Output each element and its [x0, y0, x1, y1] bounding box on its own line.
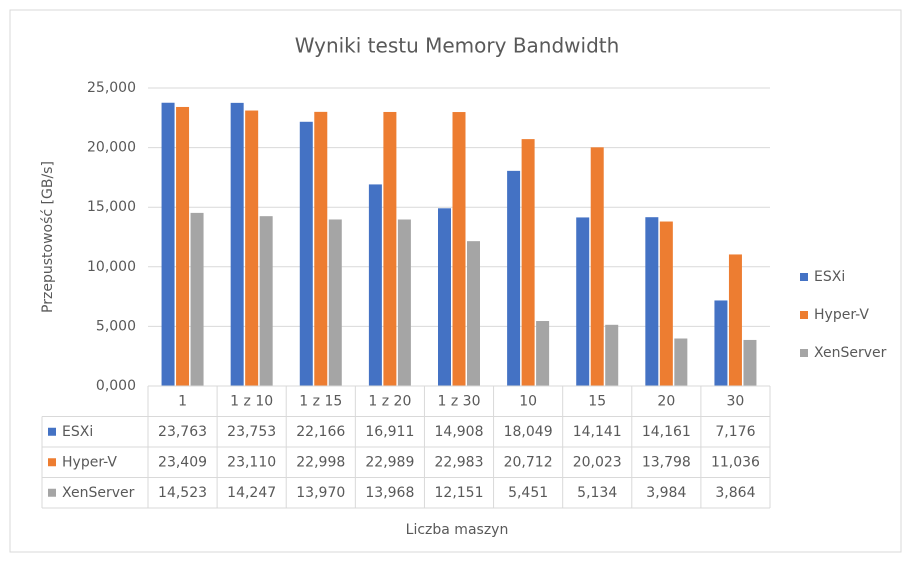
- table-cell: 12,151: [435, 485, 484, 501]
- table-cell: 18,049: [504, 424, 553, 440]
- x-tick-label: 1: [178, 393, 187, 409]
- table-cell: 14,908: [435, 424, 484, 440]
- table-cell: 5,134: [577, 485, 617, 501]
- table-cell: 22,998: [296, 454, 345, 470]
- bar: [299, 121, 313, 386]
- bar: [536, 321, 550, 386]
- table-legend-key: [48, 458, 56, 467]
- table-row-label: XenServer: [62, 485, 135, 501]
- y-tick-label: 25,000: [87, 80, 136, 96]
- legend-label: ESXi: [814, 269, 845, 285]
- table-cell: 22,166: [296, 424, 345, 440]
- x-tick-label: 1 z 10: [230, 393, 273, 409]
- bar: [161, 102, 175, 386]
- x-tick-label: 30: [727, 393, 745, 409]
- bar: [176, 106, 190, 386]
- x-tick-label: 10: [519, 393, 537, 409]
- bar: [467, 241, 480, 386]
- bar: [521, 139, 535, 386]
- y-tick-label: 15,000: [87, 199, 136, 215]
- table-cell: 13,970: [296, 485, 345, 501]
- bar: [605, 324, 619, 386]
- x-axis-label: Liczba maszyn: [406, 522, 509, 538]
- x-tick-label: 15: [588, 393, 606, 409]
- table-cell: 22,983: [435, 454, 484, 470]
- legend-key: [800, 349, 808, 357]
- x-tick-label: 1 z 20: [368, 393, 411, 409]
- x-tick-label: 20: [657, 393, 675, 409]
- bar: [743, 339, 757, 386]
- table-cell: 13,798: [642, 454, 691, 470]
- x-tick-label: 1 z 30: [438, 393, 481, 409]
- table-cell: 23,110: [227, 454, 276, 470]
- bar: [728, 254, 742, 386]
- bar: [674, 338, 688, 386]
- chart-title: Wyniki testu Memory Bandwidth: [295, 34, 620, 58]
- bar: [314, 111, 328, 387]
- table-cell: 23,753: [227, 424, 276, 440]
- table-cell: 20,023: [573, 454, 622, 470]
- bar: [452, 112, 466, 387]
- table-cell: 11,036: [711, 454, 760, 470]
- table-cell: 3,864: [715, 485, 755, 501]
- table-legend-key: [48, 427, 56, 436]
- bar: [259, 216, 273, 386]
- bar: [438, 208, 451, 386]
- legend-label: Hyper-V: [814, 307, 869, 323]
- bar: [507, 170, 521, 386]
- bar: [245, 110, 259, 386]
- legend-label: XenServer: [814, 345, 887, 361]
- table-cell: 7,176: [715, 424, 755, 440]
- bar: [368, 184, 382, 386]
- y-tick-label: 10,000: [87, 259, 136, 275]
- x-tick-label: 1 z 15: [299, 393, 342, 409]
- table-cell: 14,161: [642, 424, 691, 440]
- table-cell: 23,763: [158, 424, 207, 440]
- bar: [328, 219, 342, 386]
- bar: [397, 219, 411, 386]
- table-cell: 22,989: [365, 454, 414, 470]
- bar: [645, 217, 659, 386]
- y-tick-label: 20,000: [87, 140, 136, 156]
- bar: [383, 111, 397, 386]
- y-axis-label: Przepustowość [GB/s]: [40, 161, 56, 313]
- y-tick-label: 0,000: [96, 378, 136, 394]
- table-cell: 3,984: [646, 485, 686, 501]
- table-row-label: ESXi: [62, 424, 93, 440]
- table-row-label: Hyper-V: [62, 454, 117, 470]
- table-cell: 14,141: [573, 424, 622, 440]
- bar: [230, 102, 244, 386]
- y-tick-label: 5,000: [96, 318, 136, 334]
- table-cell: 16,911: [365, 424, 414, 440]
- bar: [190, 212, 204, 386]
- bar: [714, 300, 728, 386]
- table-legend-key: [48, 488, 56, 497]
- table-cell: 13,968: [365, 485, 414, 501]
- table-cell: 14,247: [227, 485, 276, 501]
- table-cell: 14,523: [158, 485, 207, 501]
- legend-key: [800, 311, 808, 319]
- bar: [576, 217, 590, 386]
- legend-key: [800, 273, 808, 281]
- bar: [590, 147, 604, 386]
- table-cell: 20,712: [504, 454, 553, 470]
- table-cell: 23,409: [158, 454, 207, 470]
- bar: [659, 221, 673, 386]
- table-cell: 5,451: [508, 485, 548, 501]
